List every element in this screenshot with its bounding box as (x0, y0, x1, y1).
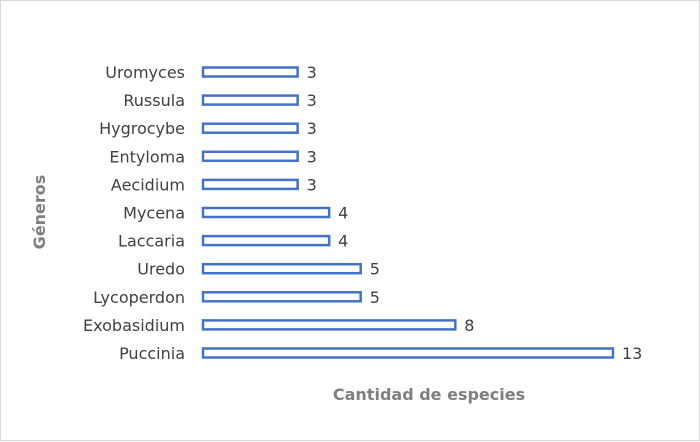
category-label-uredo: Uredo (137, 260, 185, 279)
bar-exobasidium (201, 319, 457, 331)
data-label-russula: 3 (307, 91, 317, 110)
category-label-hygrocybe: Hygrocybe (99, 119, 185, 138)
data-label-uredo: 5 (370, 260, 380, 279)
data-label-uromyces: 3 (307, 63, 317, 82)
data-label-lycoperdon: 5 (370, 288, 380, 307)
data-label-laccaria: 4 (338, 232, 348, 251)
bar-entyloma (201, 150, 299, 163)
data-label-puccinia: 13 (622, 344, 642, 363)
bar-mycena (201, 206, 331, 219)
x-axis-title: Cantidad de especies (333, 385, 525, 404)
bar-uredo (201, 262, 362, 275)
category-label-entyloma: Entyloma (109, 147, 185, 166)
bar-hygrocybe (201, 122, 299, 134)
category-label-puccinia: Puccinia (119, 344, 185, 363)
data-label-aecidium: 3 (307, 175, 317, 194)
bar-russula (201, 94, 299, 106)
bar-uromyces (201, 66, 299, 78)
category-label-lycoperdon: Lycoperdon (93, 288, 185, 307)
category-label-russula: Russula (123, 91, 185, 110)
y-axis-title: Géneros (30, 175, 49, 250)
bar-aecidium (201, 178, 299, 191)
bar-lycoperdon (201, 291, 362, 303)
category-label-aecidium: Aecidium (111, 175, 185, 194)
bar-puccinia (201, 347, 615, 359)
data-label-exobasidium: 8 (464, 316, 474, 335)
category-label-laccaria: Laccaria (118, 232, 185, 251)
category-label-exobasidium: Exobasidium (83, 316, 185, 335)
bar-laccaria (201, 234, 331, 247)
data-label-hygrocybe: 3 (307, 119, 317, 138)
data-label-mycena: 4 (338, 204, 348, 223)
category-label-uromyces: Uromyces (105, 63, 185, 82)
plot-area: Puccinia 13 Exobasidium 8 Lycoperdon 5 Uredo 5 L… (83, 63, 642, 363)
category-label-mycena: Mycena (123, 204, 185, 223)
data-label-entyloma: 3 (307, 147, 317, 166)
